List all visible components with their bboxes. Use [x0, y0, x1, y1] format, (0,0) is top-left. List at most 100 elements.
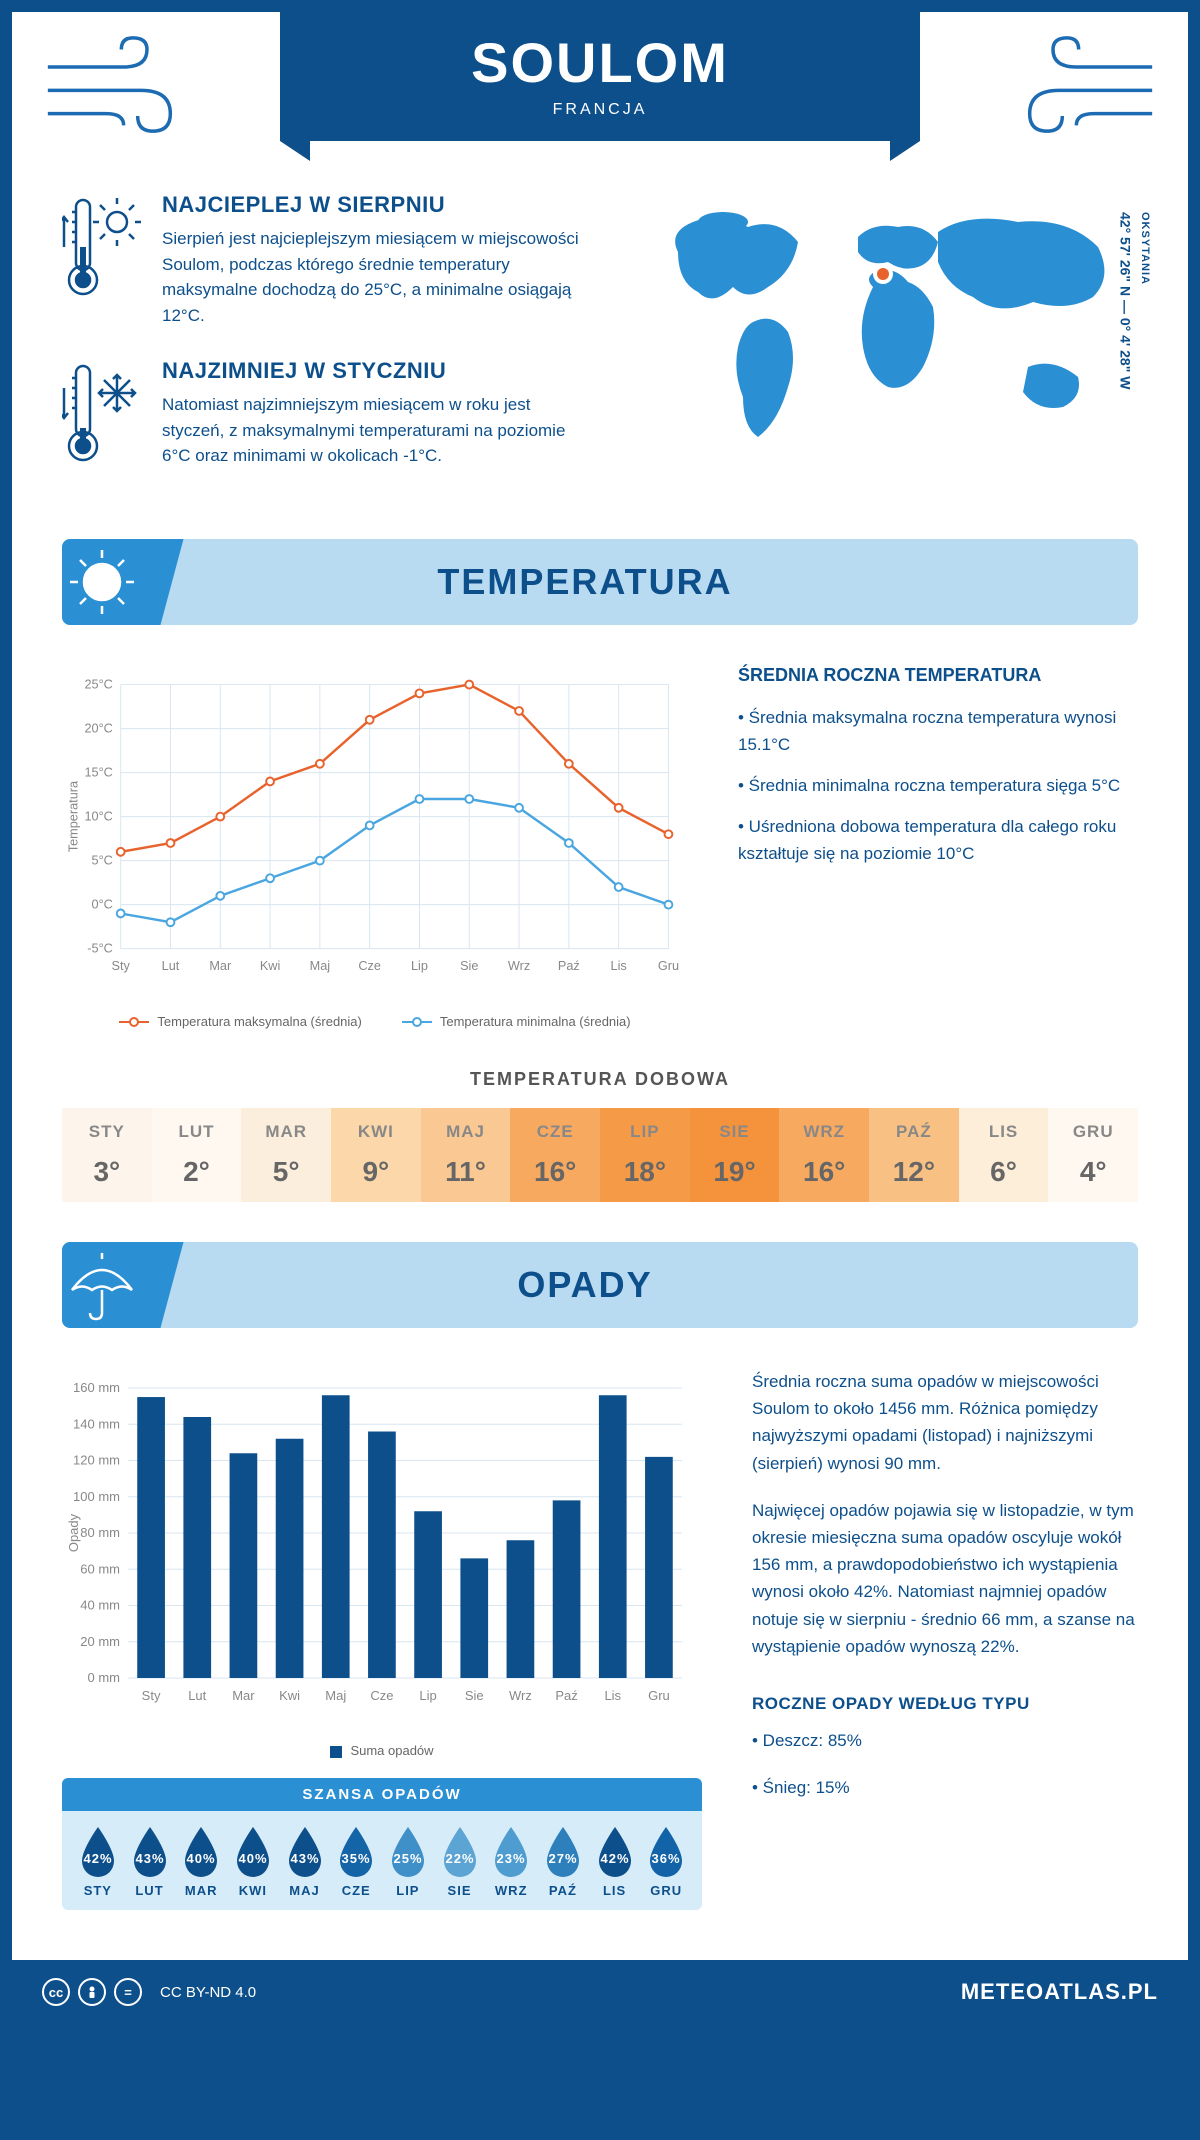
precip-para: Najwięcej opadów pojawia się w listopadz…: [752, 1497, 1138, 1660]
temperature-chart: -5°C0°C5°C10°C15°C20°C25°CStyLutMarKwiMa…: [62, 665, 688, 1030]
coldest-block: NAJZIMNIEJ W STYCZNIU Natomiast najzimni…: [62, 358, 598, 469]
svg-text:35%: 35%: [342, 1851, 371, 1866]
daily-cell: LIP18°: [600, 1108, 690, 1202]
daily-cell: STY3°: [62, 1108, 152, 1202]
svg-text:120 mm: 120 mm: [73, 1453, 120, 1468]
svg-text:Kwi: Kwi: [279, 1688, 300, 1703]
header: SOULOM FRANCJA: [12, 12, 1188, 172]
svg-text:15°C: 15°C: [84, 764, 112, 779]
svg-text:100 mm: 100 mm: [73, 1489, 120, 1504]
daily-cell: PAŹ12°: [869, 1108, 959, 1202]
temperature-header: TEMPERATURA: [62, 539, 1138, 625]
svg-text:10°C: 10°C: [84, 808, 112, 823]
temp-bullet: • Uśredniona dobowa temperatura dla całe…: [738, 813, 1138, 867]
thermometer-sun-icon: [62, 192, 142, 302]
precip-chart-column: 0 mm20 mm40 mm60 mm80 mm100 mm120 mm140 …: [62, 1368, 702, 1910]
precip-header: OPADY: [62, 1242, 1138, 1328]
svg-text:Gru: Gru: [658, 958, 679, 973]
wind-icon: [1018, 32, 1158, 142]
svg-text:160 mm: 160 mm: [73, 1380, 120, 1395]
intro-section: NAJCIEPLEJ W SIERPNIU Sierpień jest najc…: [12, 172, 1188, 539]
license-block: cc = CC BY-ND 4.0: [42, 1978, 256, 2006]
temp-bullet: • Średnia minimalna roczna temperatura s…: [738, 772, 1138, 799]
svg-text:Lis: Lis: [611, 958, 627, 973]
daily-cell: LIS6°: [959, 1108, 1049, 1202]
svg-text:Sie: Sie: [465, 1688, 484, 1703]
precip-legend: Suma opadów: [62, 1743, 702, 1758]
svg-text:27%: 27%: [548, 1851, 577, 1866]
daily-cell: SIE19°: [690, 1108, 780, 1202]
svg-text:36%: 36%: [652, 1851, 681, 1866]
coldest-text: NAJZIMNIEJ W STYCZNIU Natomiast najzimni…: [162, 358, 582, 469]
svg-text:Lut: Lut: [188, 1688, 206, 1703]
svg-text:Lip: Lip: [419, 1688, 436, 1703]
svg-text:Wrz: Wrz: [509, 1688, 532, 1703]
svg-text:Paź: Paź: [555, 1688, 577, 1703]
daily-cell: MAJ11°: [421, 1108, 511, 1202]
daily-cell: LUT2°: [152, 1108, 242, 1202]
svg-text:43%: 43%: [135, 1851, 164, 1866]
svg-text:Lut: Lut: [162, 958, 180, 973]
svg-text:0 mm: 0 mm: [88, 1670, 121, 1685]
chance-cell: 42% STY: [72, 1825, 124, 1898]
by-icon: [78, 1978, 106, 2006]
daily-cell: MAR5°: [241, 1108, 331, 1202]
svg-text:Lis: Lis: [604, 1688, 621, 1703]
warmest-text: NAJCIEPLEJ W SIERPNIU Sierpień jest najc…: [162, 192, 582, 328]
svg-text:25°C: 25°C: [84, 676, 112, 691]
country-name: FRANCJA: [280, 101, 920, 119]
svg-text:42%: 42%: [600, 1851, 629, 1866]
svg-text:Cze: Cze: [370, 1688, 393, 1703]
map-column: OKSYTANIA 42° 57' 26" N — 0° 4' 28" W: [638, 192, 1138, 499]
chance-title: SZANSA OPADÓW: [62, 1778, 702, 1811]
svg-text:Sty: Sty: [142, 1688, 161, 1703]
daily-temp-title: TEMPERATURA DOBOWA: [12, 1069, 1188, 1090]
chance-cell: 36% GRU: [640, 1825, 692, 1898]
daily-cell: WRZ16°: [779, 1108, 869, 1202]
svg-text:Maj: Maj: [325, 1688, 346, 1703]
svg-text:20 mm: 20 mm: [80, 1634, 120, 1649]
page: SOULOM FRANCJA: [0, 0, 1200, 2036]
daily-temp-table: STY3° LUT2° MAR5° KWI9° MAJ11° CZE16° LI…: [62, 1108, 1138, 1202]
chance-cell: 42% LIS: [589, 1825, 641, 1898]
chance-cell: 43% LUT: [124, 1825, 176, 1898]
precip-bar-chart: 0 mm20 mm40 mm60 mm80 mm100 mm120 mm140 …: [62, 1368, 702, 1728]
svg-text:Maj: Maj: [310, 958, 330, 973]
chance-cell: 43% MAJ: [279, 1825, 331, 1898]
precip-type: • Śnieg: 15%: [752, 1774, 1138, 1801]
precip-title: OPADY: [172, 1264, 1138, 1306]
temperature-title: TEMPERATURA: [172, 561, 1138, 603]
svg-text:Gru: Gru: [648, 1688, 670, 1703]
svg-text:Paź: Paź: [558, 958, 580, 973]
umbrella-icon: [62, 1242, 191, 1328]
svg-text:80 mm: 80 mm: [80, 1525, 120, 1540]
nd-icon: =: [114, 1978, 142, 2006]
svg-text:23%: 23%: [497, 1851, 526, 1866]
daily-cell: KWI9°: [331, 1108, 421, 1202]
precip-type-title: ROCZNE OPADY WEDŁUG TYPU: [752, 1690, 1138, 1717]
warmest-title: NAJCIEPLEJ W SIERPNIU: [162, 192, 582, 218]
svg-text:Cze: Cze: [358, 958, 381, 973]
sun-icon: [62, 539, 191, 625]
wind-icon: [42, 32, 182, 142]
site-name: METEOATLAS.PL: [961, 1979, 1158, 2005]
svg-text:40 mm: 40 mm: [80, 1598, 120, 1613]
annual-temp-title: ŚREDNIA ROCZNA TEMPERATURA: [738, 665, 1138, 686]
coordinates: OKSYTANIA 42° 57' 26" N — 0° 4' 28" W: [1115, 212, 1154, 389]
svg-text:Mar: Mar: [209, 958, 232, 973]
lat: 42° 57' 26" N: [1117, 212, 1133, 296]
svg-text:Sie: Sie: [460, 958, 478, 973]
svg-text:40%: 40%: [238, 1851, 267, 1866]
temperature-body: -5°C0°C5°C10°C15°C20°C25°CStyLutMarKwiMa…: [12, 625, 1188, 1060]
svg-text:140 mm: 140 mm: [73, 1416, 120, 1431]
svg-text:43%: 43%: [290, 1851, 319, 1866]
svg-text:0°C: 0°C: [92, 896, 113, 911]
license-text: CC BY-ND 4.0: [160, 1984, 256, 2001]
coldest-desc: Natomiast najzimniejszym miesiącem w rok…: [162, 392, 582, 469]
svg-text:25%: 25%: [393, 1851, 422, 1866]
precip-body: 0 mm20 mm40 mm60 mm80 mm100 mm120 mm140 …: [12, 1328, 1188, 1930]
chance-cell: 25% LIP: [382, 1825, 434, 1898]
daily-cell: GRU4°: [1048, 1108, 1138, 1202]
svg-text:Temperatura: Temperatura: [66, 780, 81, 852]
svg-text:Sty: Sty: [112, 958, 131, 973]
